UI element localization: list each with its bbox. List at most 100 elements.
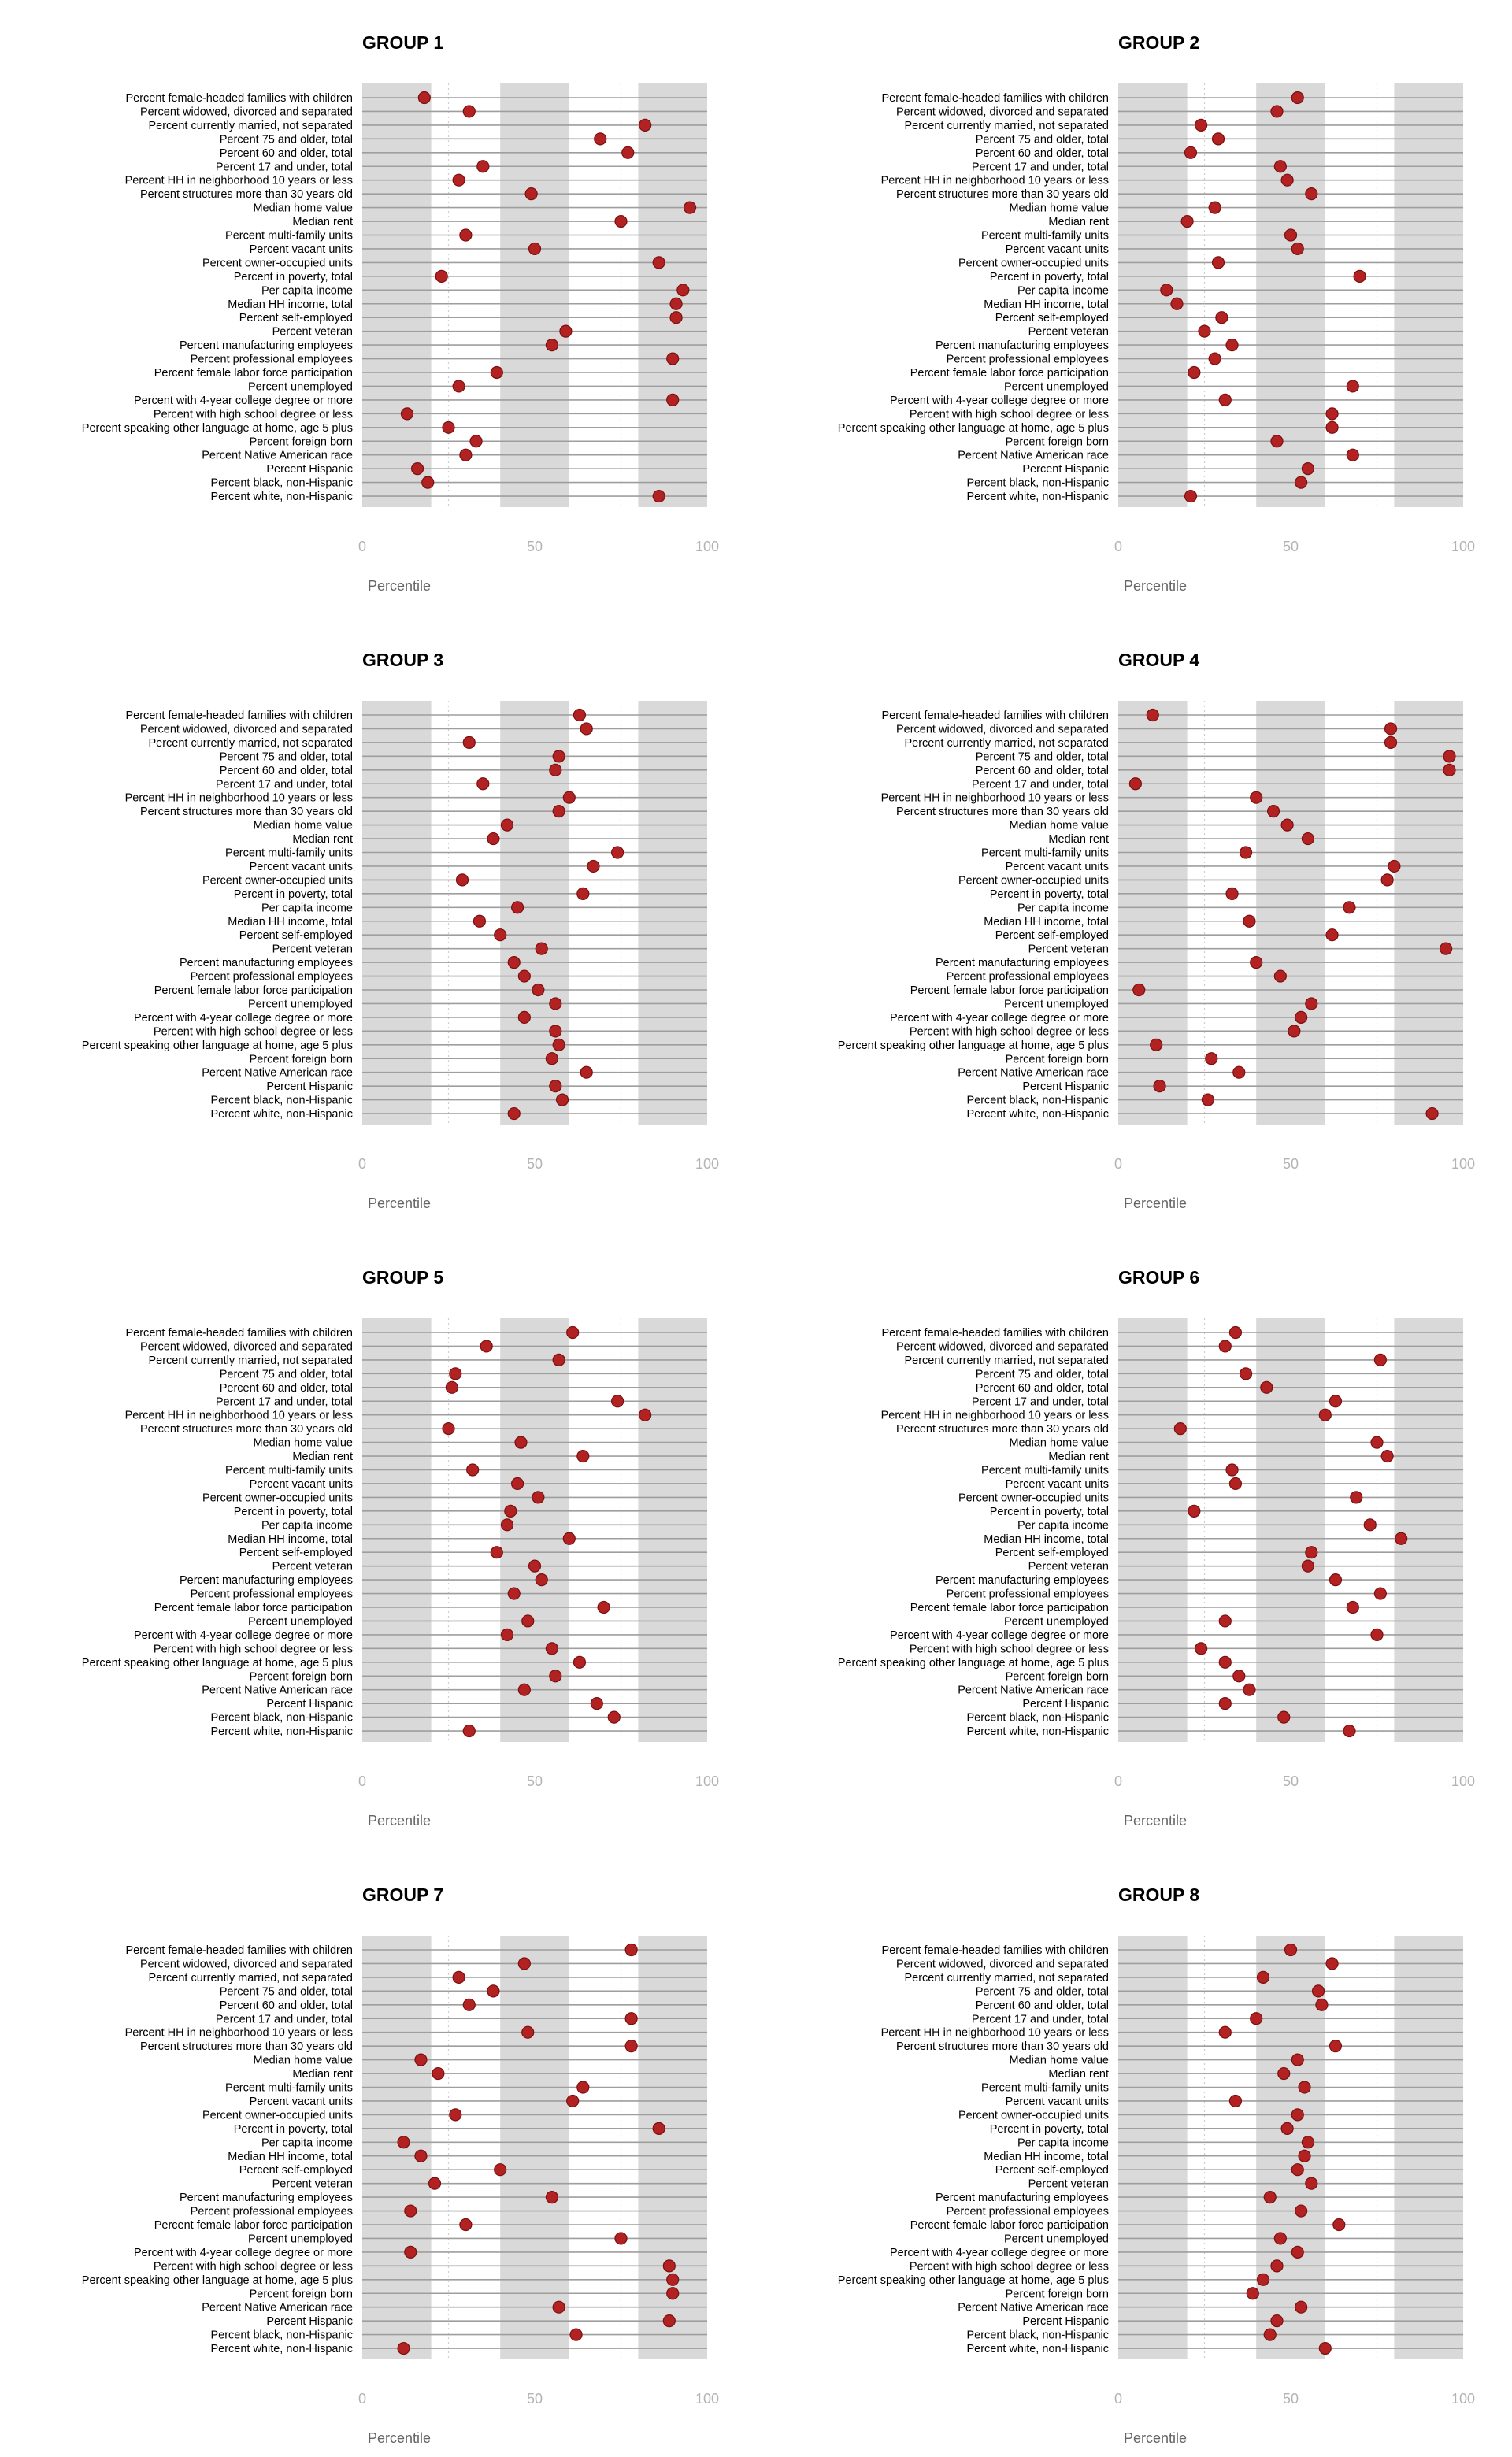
variable-label: Percent 75 and older, total xyxy=(976,1985,1109,1998)
variable-label: Percent structures more than 30 years ol… xyxy=(896,188,1109,201)
shaded-band xyxy=(1118,1318,1188,1742)
variable-label: Median HH income, total xyxy=(228,1533,353,1546)
shaded-band xyxy=(1394,701,1463,1125)
variable-label: Median rent xyxy=(1048,2068,1109,2081)
variable-label: Median HH income, total xyxy=(228,298,353,311)
data-point xyxy=(476,160,490,173)
data-point xyxy=(614,214,628,228)
variable-label: Percent Native American race xyxy=(958,1067,1109,1080)
chart-title: GROUP 5 xyxy=(362,1267,443,1288)
variable-label: Percent 75 and older, total xyxy=(220,1985,353,1998)
data-point xyxy=(666,352,680,365)
variable-label: Percent manufacturing employees xyxy=(936,339,1109,352)
variable-label: Median rent xyxy=(292,1451,353,1463)
data-point xyxy=(666,2287,680,2300)
x-axis-title: Percentile xyxy=(1124,1813,1187,1829)
data-point xyxy=(490,1546,503,1559)
data-point xyxy=(1370,1628,1384,1641)
variable-label: Per capita income xyxy=(1017,2136,1109,2149)
chart-panel-1: GROUP 1 Percent female-headed families wi… xyxy=(0,0,756,605)
data-point xyxy=(562,1532,576,1545)
variable-label: Percent unemployed xyxy=(1004,1615,1109,1628)
variable-label: Percent with 4-year college degree or mo… xyxy=(890,395,1109,407)
x-axis-title: Percentile xyxy=(1124,2430,1187,2446)
data-point xyxy=(528,242,542,256)
chart-svg: GROUP 4 Percent female-headed families wi… xyxy=(838,650,1475,1211)
variable-label: Percent structures more than 30 years ol… xyxy=(896,1423,1109,1436)
data-point xyxy=(652,256,665,269)
variable-label: Percent 75 and older, total xyxy=(976,750,1109,763)
data-point xyxy=(1353,269,1366,283)
variable-label: Percent widowed, divorced and separated xyxy=(140,1958,353,1970)
data-point xyxy=(1332,2218,1346,2232)
data-point xyxy=(1232,1065,1246,1079)
data-point xyxy=(1273,2232,1287,2245)
variable-label: Percent foreign born xyxy=(250,1053,353,1065)
data-point xyxy=(1211,256,1225,269)
variable-label: Median rent xyxy=(1048,216,1109,228)
data-point xyxy=(1329,1395,1343,1408)
data-point xyxy=(1218,1655,1232,1669)
x-tick-label: 50 xyxy=(1283,539,1299,554)
variable-label: Percent self-employed xyxy=(995,2164,1109,2177)
data-point xyxy=(494,928,507,942)
variable-label: Percent white, non-Hispanic xyxy=(210,2343,353,2355)
variable-label: Median HH income, total xyxy=(984,298,1109,311)
data-point xyxy=(1232,1670,1246,1683)
variable-label: Percent multi-family units xyxy=(981,847,1109,860)
data-point xyxy=(607,1710,621,1724)
data-point xyxy=(504,1504,517,1518)
variable-label: Median rent xyxy=(1048,833,1109,846)
variable-label: Percent widowed, divorced and separated xyxy=(896,106,1109,118)
data-point xyxy=(624,1943,638,1957)
data-point xyxy=(1180,214,1194,228)
data-point xyxy=(517,1683,531,1696)
data-point xyxy=(1170,297,1184,310)
variable-label: Percent self-employed xyxy=(239,929,353,942)
variable-label: Percent white, non-Hispanic xyxy=(210,1725,353,1738)
data-point xyxy=(1239,1367,1253,1380)
data-point xyxy=(552,2300,565,2314)
data-point xyxy=(528,1559,542,1573)
variable-label: Percent 75 and older, total xyxy=(220,133,353,146)
chart-panel-7: GROUP 7 Percent female-headed families wi… xyxy=(0,1852,756,2457)
data-point xyxy=(1280,818,1294,832)
variable-label: Percent owner-occupied units xyxy=(958,2109,1109,2122)
variable-label: Percent unemployed xyxy=(248,380,353,393)
data-point xyxy=(576,2081,590,2094)
data-point xyxy=(400,407,414,421)
data-point xyxy=(1146,708,1159,722)
data-point xyxy=(562,791,576,804)
data-point xyxy=(442,1422,455,1436)
data-point xyxy=(1273,969,1287,983)
variable-label: Percent black, non-Hispanic xyxy=(966,1095,1109,1107)
data-point xyxy=(1346,380,1359,393)
variable-label: Percent female labor force participation xyxy=(910,984,1109,997)
shaded-band xyxy=(1118,83,1188,507)
data-point xyxy=(1150,1038,1163,1051)
data-point xyxy=(1188,1504,1201,1518)
variable-label: Percent with 4-year college degree or mo… xyxy=(890,1629,1109,1642)
x-axis-title: Percentile xyxy=(368,578,431,594)
variable-label: Percent Hispanic xyxy=(1022,463,1109,476)
data-point xyxy=(676,284,690,297)
variable-label: Percent veteran xyxy=(272,943,353,956)
data-point xyxy=(1329,2040,1343,2053)
data-point xyxy=(639,118,652,132)
variable-label: Median home value xyxy=(1009,202,1109,215)
variable-label: Median HH income, total xyxy=(228,916,353,928)
chart-svg: GROUP 5 Percent female-headed families wi… xyxy=(82,1267,719,1829)
variable-label: Percent foreign born xyxy=(1006,1053,1109,1065)
data-point xyxy=(624,2040,638,2053)
x-tick-label: 100 xyxy=(1451,1156,1475,1172)
variable-label: Percent with high school degree or less xyxy=(154,1025,353,1038)
data-point xyxy=(1273,160,1287,173)
variable-label: Percent speaking other language at home,… xyxy=(82,2274,353,2287)
variable-label: Percent currently married, not separated xyxy=(904,1972,1109,1984)
variable-label: Percent structures more than 30 years ol… xyxy=(140,2040,353,2053)
data-point xyxy=(500,1518,514,1532)
chart-panel-5: GROUP 5 Percent female-headed families wi… xyxy=(0,1235,756,1840)
data-point xyxy=(1291,2245,1304,2259)
data-point xyxy=(559,324,573,338)
data-point xyxy=(1218,393,1232,406)
